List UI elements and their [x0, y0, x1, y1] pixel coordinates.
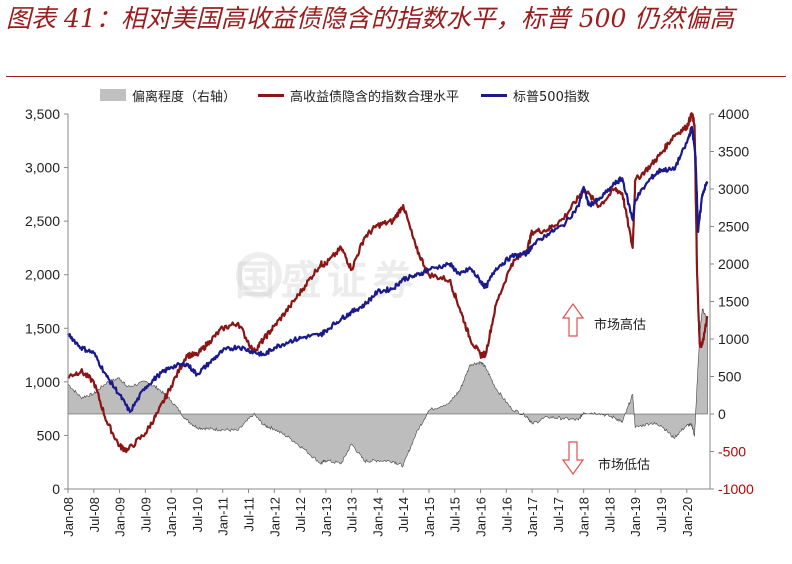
right-tick-label: 4000 [718, 106, 749, 122]
implied-level-line [67, 112, 709, 454]
x-tick-label: Jul-09 [138, 497, 153, 532]
sp500-line [66, 125, 709, 413]
left-tick-label: 2,500 [25, 213, 60, 229]
legend-swatch-deviation [100, 89, 126, 101]
right-tick-label: -500 [718, 444, 746, 460]
x-tick-label: Jul-19 [654, 497, 669, 532]
x-tick-label: Jan-19 [628, 497, 643, 537]
legend-item-sp500: 标普500指数 [481, 86, 590, 105]
legend-label-sp500: 标普500指数 [513, 89, 590, 105]
right-tick-label: 1500 [718, 294, 749, 310]
annotation-undervalued: 市场低估 [598, 458, 651, 473]
legend-item-implied: 高收益债隐含的指数合理水平 [258, 86, 459, 105]
x-tick-label: Jul-18 [602, 497, 617, 532]
deviation-area [67, 307, 708, 468]
left-tick-label: 3,000 [25, 160, 60, 176]
left-tick-label: 3,500 [25, 106, 60, 122]
x-tick-label: Jan-08 [61, 497, 76, 537]
right-tick-label: -1000 [718, 481, 754, 497]
legend-label-deviation: 偏离程度（右轴） [132, 89, 237, 105]
x-tick-label: Jan-18 [577, 497, 592, 537]
right-tick-label: 0 [718, 406, 726, 422]
x-tick-label: Jan-09 [113, 497, 128, 537]
arrow-up-icon [561, 302, 585, 337]
chart-title: 图表 41：相对美国高收益债隐含的指数水平，标普 500 仍然偏高 [6, 4, 735, 33]
legend-item-deviation: 偏离程度（右轴） [100, 86, 236, 105]
x-tick-label: Jul-14 [396, 497, 411, 532]
x-tick-label: Jan-16 [474, 497, 489, 537]
x-tick-label: Jan-17 [525, 497, 540, 537]
right-tick-label: 3500 [718, 144, 749, 160]
watermark-logo-icon [236, 252, 282, 298]
x-tick-label: Jul-08 [87, 497, 102, 532]
title-divider [6, 76, 786, 77]
legend-swatch-implied [258, 93, 285, 97]
left-tick-label: 1,000 [25, 374, 60, 390]
left-tick-label: 500 [37, 427, 61, 443]
x-tick-label: Jul-13 [345, 497, 360, 532]
x-tick-label: Jan-12 [267, 497, 282, 537]
x-tick-label: Jul-10 [190, 497, 205, 532]
right-tick-label: 500 [718, 369, 742, 385]
right-tick-label: 2000 [718, 256, 749, 272]
annotation-overvalued: 市场高估 [594, 318, 647, 333]
left-tick-label: 0 [52, 481, 60, 497]
legend-swatch-sp500 [481, 93, 508, 97]
right-tick-label: 3000 [718, 181, 749, 197]
x-tick-label: Jul-15 [448, 497, 463, 532]
left-tick-label: 1,500 [25, 320, 60, 336]
right-tick-label: 2500 [718, 219, 749, 235]
x-tick-label: Jul-12 [293, 497, 308, 532]
x-tick-label: Jul-17 [551, 497, 566, 532]
arrow-down-icon [561, 441, 585, 476]
x-tick-label: Jan-20 [680, 497, 695, 537]
x-tick-label: Jan-14 [370, 497, 385, 537]
x-tick-label: Jul-16 [499, 497, 514, 532]
x-tick-label: Jan-13 [319, 497, 334, 537]
left-tick-label: 2,000 [25, 267, 60, 283]
right-tick-label: 1000 [718, 331, 749, 347]
x-tick-label: Jan-15 [422, 497, 437, 537]
chart-legend: 偏离程度（右轴） 高收益债隐含的指数合理水平 标普500指数 [100, 84, 612, 106]
x-tick-label: Jan-11 [216, 497, 231, 536]
x-tick-label: Jan-10 [164, 497, 179, 537]
x-tick-label: Jul-11 [241, 497, 256, 531]
legend-label-implied: 高收益债隐含的指数合理水平 [290, 89, 460, 105]
